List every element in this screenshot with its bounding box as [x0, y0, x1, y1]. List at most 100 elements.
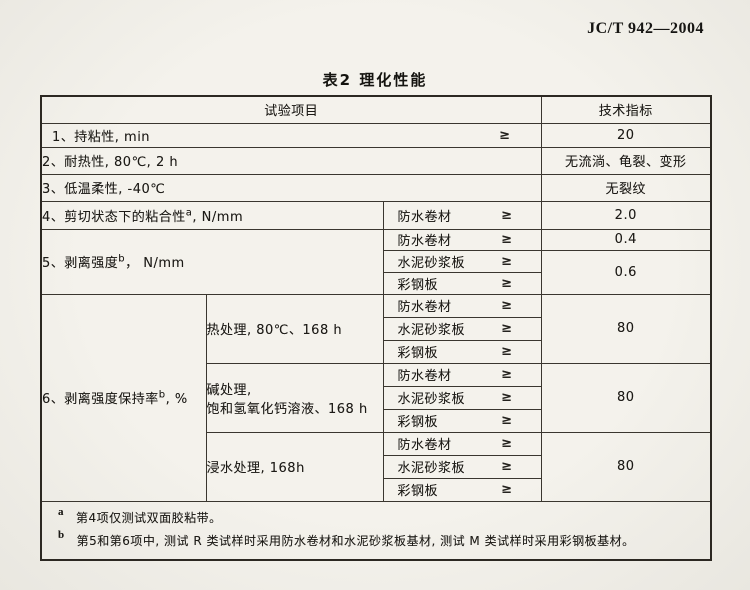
geq-symbol: ≥ — [501, 232, 513, 247]
substrate-cell: 水泥砂浆板 ≥ — [382, 316, 542, 341]
treatment-line: 热处理, 80℃、168 h — [206, 323, 343, 338]
substrate-label: 水泥砂浆板 — [397, 461, 466, 476]
substrate-cell: 防水卷材 ≥ — [382, 362, 542, 387]
geq-symbol: ≥ — [501, 253, 513, 269]
footnote-marker: a — [58, 505, 64, 518]
geq-symbol: ≥ — [501, 298, 513, 313]
table-caption: 表2 理化性能 — [322, 71, 428, 89]
geq-symbol: ≥ — [501, 390, 513, 405]
footnote-ref-a: a — [185, 207, 193, 219]
row6-label: 6、剥离强度保持率 — [42, 392, 159, 407]
table-row: 1、持粘性, min ≥ 20 — [40, 122, 712, 148]
footnote-text: 第5和第6项中, 测试 R 类试样时采用防水卷材和水泥砂浆板基材, 测试 M 类… — [76, 533, 635, 548]
substrate-cell: 彩钢板 ≥ — [382, 339, 542, 364]
table-row: 水泥砂浆板 ≥ 0.6 — [41, 249, 712, 295]
substrate-label: 防水卷材 — [397, 438, 452, 453]
footnote-marker: b — [58, 528, 65, 541]
properties-table: 试验项目 技术指标 1、持粘性, min ≥ 20 2、耐热性, 80℃, 2 … — [40, 95, 713, 561]
substrate-cell: 彩钢板 ≥ — [382, 408, 542, 433]
row5-label: 5、剥离强度 — [42, 256, 119, 271]
row1-value: 20 — [540, 122, 712, 148]
substrate-cell: 水泥砂浆板 ≥ — [382, 454, 542, 479]
geq-symbol: ≥ — [501, 436, 513, 451]
table-row: 2、耐热性, 80℃, 2 h 无流淌、龟裂、变形 — [40, 146, 712, 175]
row3-value: 无裂纹 — [540, 173, 712, 202]
row5-value-board: 0.6 — [540, 249, 712, 295]
footnote-text: 第4项仅测试双面胶粘带。 — [76, 510, 222, 525]
table-row: 彩钢板 ≥ — [41, 339, 711, 364]
geq-symbol: ≥ — [501, 344, 513, 359]
table-row: 彩钢板 ≥ — [41, 477, 711, 502]
row6-unit: , % — [165, 392, 188, 407]
row5-value-roll: 0.4 — [540, 228, 712, 251]
footnotes-cell: a 第4项仅测试双面胶粘带。 b 第5和第6项中, 测试 R 类试样时采用防水卷… — [40, 500, 712, 560]
table-row: 6、剥离强度保持率b, % 热处理, 80℃、168 h 防水卷材 ≥ 80 — [40, 293, 712, 502]
table-row: 3、低温柔性, -40℃ 无裂纹 — [40, 173, 712, 202]
row4-label: 4、剪切状态下的粘合性 — [42, 209, 186, 225]
substrate-label: 彩钢板 — [397, 484, 439, 499]
header-tech-index: 技术指标 — [540, 95, 712, 124]
geq-symbol: ≥ — [501, 321, 513, 336]
substrate-label: 防水卷材 — [397, 209, 452, 225]
row5-unit: ， N/mm — [125, 256, 185, 271]
row2-value: 无流淌、龟裂、变形 — [540, 146, 712, 175]
table-row: 水泥砂浆板 ≥ — [41, 454, 711, 479]
footnote-ref-b: b — [158, 389, 166, 401]
table-row: 水泥砂浆板 ≥ — [41, 385, 711, 410]
table-row: 浸水处理, 168h 防水卷材 ≥ 80 — [41, 431, 712, 502]
substrate-cell: 水泥砂浆板 ≥ — [382, 249, 542, 273]
geq-symbol: ≥ — [499, 127, 511, 143]
substrate-cell: 防水卷材 ≥ — [382, 431, 542, 456]
geq-symbol: ≥ — [501, 367, 513, 382]
standard-number: JC/T 942—2004 — [587, 20, 704, 37]
substrate-cell: 防水卷材 ≥ — [382, 228, 542, 251]
substrate-label: 防水卷材 — [397, 369, 452, 384]
row6-heat-value: 80 — [540, 293, 712, 364]
footnote-a: a 第4项仅测试双面胶粘带。 — [52, 505, 700, 526]
treatment-cell-alkali: 碱处理, 饱和氢氧化钙溶液、168 h — [205, 362, 384, 433]
treatment-cell-heat: 热处理, 80℃、168 h — [205, 293, 384, 364]
row2-label: 2、耐热性, 80℃, 2 h — [40, 146, 542, 175]
table-row: 彩钢板 ≥ — [41, 408, 711, 433]
row1-label: 1、持粘性, min — [52, 129, 151, 145]
substrate-cell: 防水卷材 ≥ — [382, 293, 542, 318]
footnote-b: b 第5和第6项中, 测试 R 类试样时采用防水卷材和水泥砂浆板基材, 测试 M… — [52, 528, 700, 549]
geq-symbol: ≥ — [501, 482, 513, 497]
substrate-label: 防水卷材 — [397, 300, 452, 315]
row1-label-cell: 1、持粘性, min ≥ — [40, 122, 542, 148]
substrate-label: 水泥砂浆板 — [397, 392, 466, 407]
geq-symbol: ≥ — [501, 459, 513, 474]
substrate-label: 彩钢板 — [397, 346, 439, 361]
substrate-cell: 彩钢板 ≥ — [382, 271, 542, 295]
header-test-item: 试验项目 — [40, 95, 542, 124]
treatment-cell-water: 浸水处理, 168h — [205, 431, 384, 502]
table-row: 4、剪切状态下的粘合性a, N/mm 防水卷材 ≥ 2.0 — [40, 200, 712, 230]
substrate-cell: 彩钢板 ≥ — [382, 477, 542, 502]
substrate-label: 彩钢板 — [397, 277, 439, 293]
row3-label: 3、低温柔性, -40℃ — [40, 173, 542, 202]
substrate-label: 彩钢板 — [397, 415, 439, 430]
row6-label-cell: 6、剥离强度保持率b, % — [40, 293, 207, 502]
row4-unit: , N/mm — [192, 209, 244, 225]
geq-symbol: ≥ — [501, 413, 513, 428]
row6-water-value: 80 — [540, 431, 712, 502]
row5-label-cell: 5、剥离强度b， N/mm — [40, 228, 384, 295]
treatment-line: 浸水处理, 168h — [206, 461, 305, 476]
geq-symbol: ≥ — [501, 275, 513, 291]
footnote-row: a 第4项仅测试双面胶粘带。 b 第5和第6项中, 测试 R 类试样时采用防水卷… — [40, 500, 712, 560]
row6-alkali-value: 80 — [540, 362, 712, 433]
substrate-label: 水泥砂浆板 — [397, 323, 466, 338]
treatment-line: 碱处理, — [206, 382, 252, 398]
substrate-label: 防水卷材 — [397, 234, 452, 249]
treatment-line: 饱和氢氧化钙溶液、168 h — [206, 401, 368, 417]
substrate-label: 水泥砂浆板 — [397, 255, 466, 271]
substrate-cell: 水泥砂浆板 ≥ — [382, 385, 542, 410]
footnote-ref-b: b — [118, 253, 126, 265]
table-row: 5、剥离强度b， N/mm 防水卷材 ≥ 0.4 — [40, 228, 712, 295]
row4-value: 2.0 — [540, 200, 712, 230]
substrate-cell: 防水卷材 ≥ — [382, 200, 542, 230]
geq-symbol: ≥ — [501, 207, 513, 223]
table-header-row: 试验项目 技术指标 — [40, 95, 712, 124]
row4-label-cell: 4、剪切状态下的粘合性a, N/mm — [40, 200, 384, 230]
